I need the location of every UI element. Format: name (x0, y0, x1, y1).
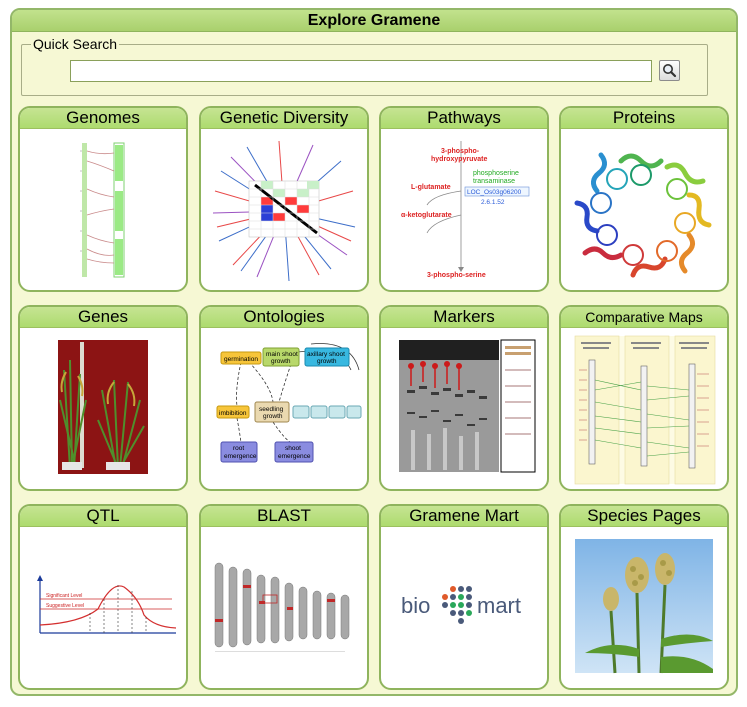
onto-shoot: shoot (285, 445, 301, 452)
pathways-right-label2: transaminase (473, 178, 515, 185)
tile-genes[interactable]: Genes (18, 305, 188, 491)
search-button[interactable] (659, 60, 680, 81)
tile-genomes-label: Genomes (20, 108, 186, 129)
tile-blast-label: BLAST (201, 506, 367, 527)
blast-thumbnail (214, 562, 350, 652)
tile-genetic-diversity-label: Genetic Diversity (201, 108, 367, 129)
pathways-left-label: L-glutamate (411, 184, 451, 191)
quick-search-fieldset: Quick Search (21, 36, 708, 96)
genetic-diversity-thumbnail (212, 140, 356, 282)
markers-thumbnail (399, 339, 536, 473)
onto-root: root (233, 445, 244, 452)
tile-markers[interactable]: Markers (379, 305, 549, 491)
onto-germination: germination (224, 356, 258, 363)
magnifier-icon (663, 64, 677, 78)
tile-genes-label: Genes (20, 307, 186, 328)
pathways-top-label2: hydroxypyruvate (431, 156, 488, 163)
qtl-thumbnail: Significant Level Suggestive Level (37, 575, 177, 634)
tile-comparative-maps[interactable]: Comparative Maps (559, 305, 729, 491)
pathways-ec-label: 2.6.1.52 (481, 199, 505, 206)
qtl-significant-label: Significant Level (46, 593, 82, 599)
pathways-right-label: phosphoserine (473, 170, 519, 177)
pathways-thumbnail: 3-phospho- hydroxypyruvate L-glutamate p… (401, 141, 530, 279)
genes-thumbnail (58, 340, 148, 474)
tile-species-pages-label: Species Pages (561, 506, 727, 527)
proteins-thumbnail (574, 152, 712, 278)
tile-qtl[interactable]: QTL Significant Level Suggestive Level (18, 504, 188, 690)
search-input[interactable] (70, 60, 652, 82)
biomart-left-text: bio (401, 593, 430, 618)
tile-pathways[interactable]: Pathways 3-phospho- hydroxypyruvate L-gl… (379, 106, 549, 292)
tile-comparative-maps-label: Comparative Maps (561, 307, 727, 328)
tile-species-pages[interactable]: Species Pages (559, 504, 729, 690)
quick-search-legend: Quick Search (31, 36, 120, 52)
tile-genetic-diversity[interactable]: Genetic Diversity (199, 106, 369, 292)
onto-root2: emergence (224, 453, 257, 460)
onto-axillary2: growth (317, 358, 337, 365)
onto-main-shoot2: growth (271, 358, 291, 365)
tile-blast[interactable]: BLAST (199, 504, 369, 690)
panel-title: Explore Gramene (12, 10, 736, 32)
pathways-id-label: LOC_Os03g06200 (467, 189, 522, 196)
pathways-alpha-label: α-ketoglutarate (401, 212, 452, 219)
biomart-logo: bio mart (401, 586, 521, 624)
genomes-thumbnail (80, 142, 125, 278)
tile-ontologies[interactable]: Ontologies germination main shoot growth… (199, 305, 369, 491)
onto-main-shoot: main shoot (266, 351, 298, 358)
species-pages-thumbnail (575, 539, 713, 674)
tile-markers-label: Markers (381, 307, 547, 328)
tile-qtl-label: QTL (20, 506, 186, 527)
biomart-right-text: mart (477, 593, 521, 618)
tile-genomes[interactable]: Genomes (18, 106, 188, 292)
tile-proteins-label: Proteins (561, 108, 727, 129)
pathways-bottom-label: 3-phospho-serine (427, 272, 486, 279)
pathways-top-label: 3-phospho- (441, 148, 480, 155)
onto-seedling: seedling (259, 406, 284, 413)
explore-gramene-panel: Explore Gramene Quick Search Genomes (10, 8, 738, 696)
onto-imbibition: imbibition (219, 410, 247, 417)
tile-pathways-label: Pathways (381, 108, 547, 129)
qtl-suggestive-label: Suggestive Level (46, 603, 84, 609)
ontologies-thumbnail: germination main shoot growth axillary s… (216, 343, 362, 463)
tile-proteins[interactable]: Proteins (559, 106, 729, 292)
onto-axillary: axillary shoot (307, 351, 345, 358)
tile-gramene-mart-label: Gramene Mart (381, 506, 547, 527)
comparative-maps-thumbnail (574, 335, 716, 485)
tile-gramene-mart[interactable]: Gramene Mart bio mart (379, 504, 549, 690)
onto-seedling2: growth (263, 413, 283, 420)
tile-ontologies-label: Ontologies (201, 307, 367, 328)
onto-shoot2: emergence (278, 453, 311, 460)
